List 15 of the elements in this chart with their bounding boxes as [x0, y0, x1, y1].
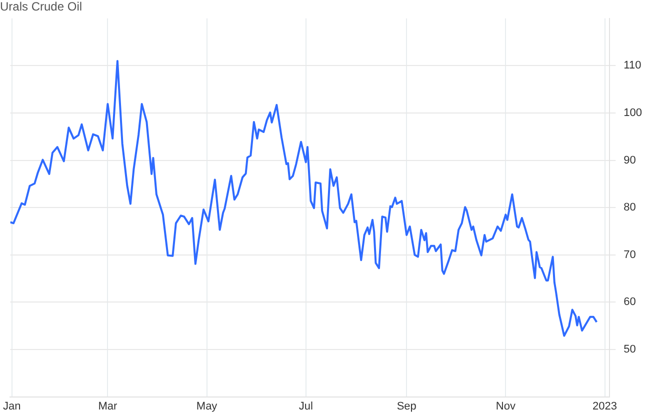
y-tick-label: 60: [624, 296, 636, 308]
y-tick-label: 100: [624, 107, 642, 120]
chart-title: Urals Crude Oil: [0, 0, 82, 14]
x-tick-label: 2023: [592, 400, 618, 412]
x-tick-label: Jul: [298, 400, 313, 412]
y-tick-label: 70: [624, 248, 636, 261]
y-tick-label: 110: [624, 60, 642, 72]
x-tick-label: Mar: [98, 400, 118, 412]
x-tick-label: Jan: [2, 400, 21, 412]
x-tick-label: Sep: [396, 400, 416, 412]
y-tick-label: 80: [624, 202, 636, 214]
y-tick-label: 90: [624, 154, 636, 166]
x-tick-label: May: [196, 400, 218, 412]
x-tick-label: Nov: [496, 400, 516, 412]
y-tick-label: 50: [624, 344, 636, 356]
